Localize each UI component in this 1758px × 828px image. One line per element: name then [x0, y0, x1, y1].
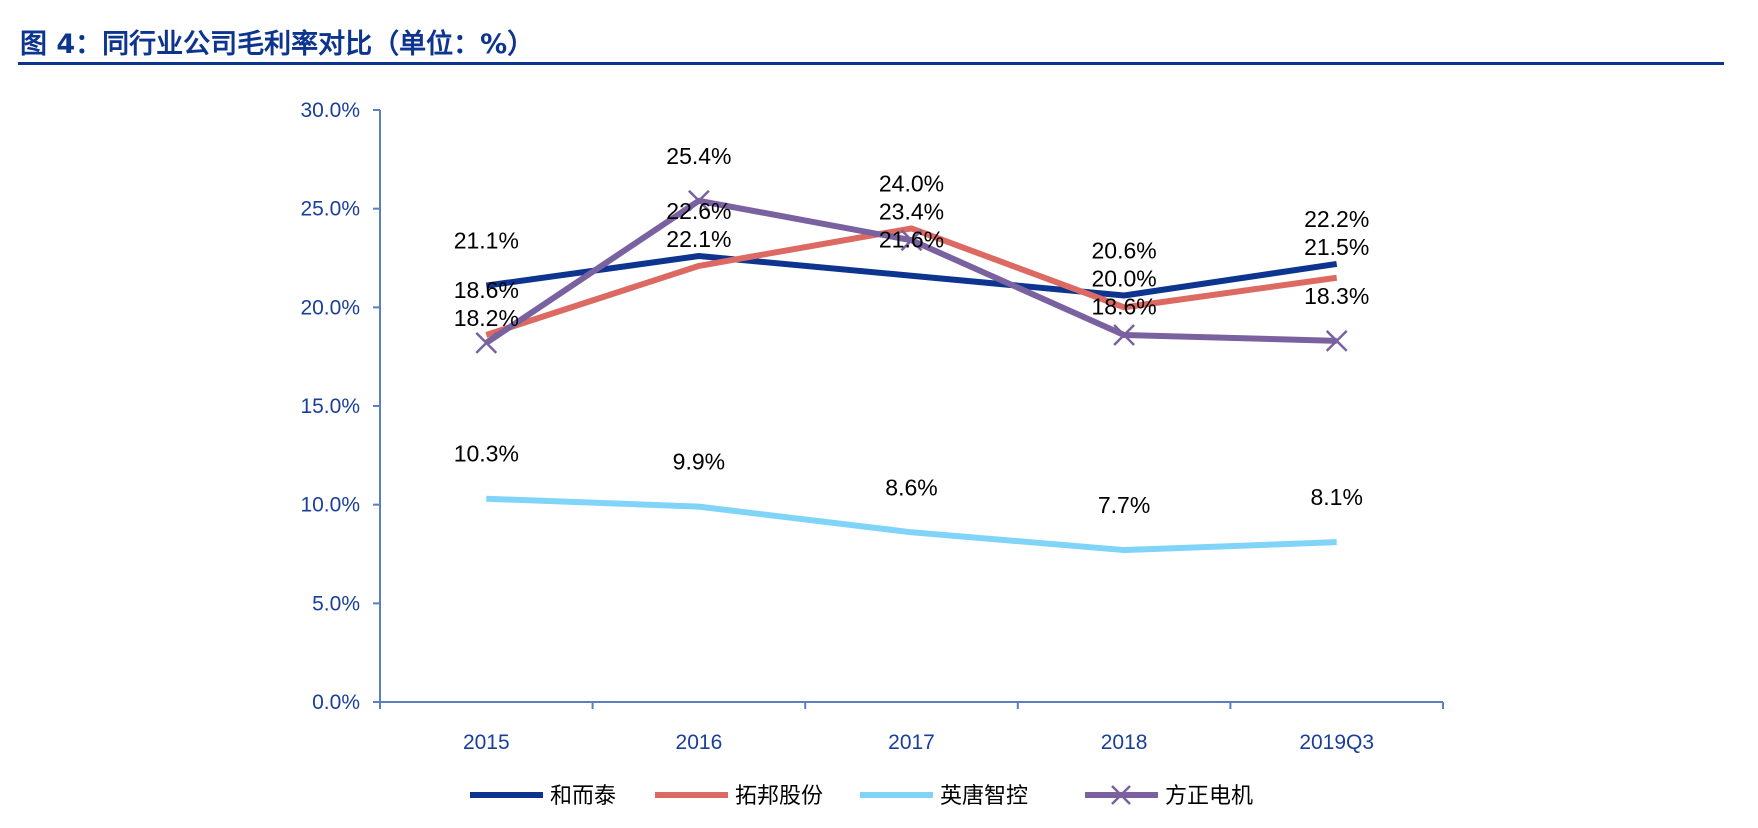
series-line	[486, 495, 1337, 554]
x-tick-label: 2018	[1101, 731, 1148, 754]
legend-label: 英唐智控	[940, 784, 1028, 809]
data-point-x-marker	[1325, 329, 1348, 352]
title-divider	[18, 62, 1724, 65]
series-0	[485, 253, 1338, 299]
data-label: 10.3%	[454, 441, 519, 467]
legend-label: 和而泰	[550, 784, 616, 809]
data-point-x-marker	[475, 331, 498, 354]
y-tick-label: 5.0%	[312, 592, 360, 615]
data-label: 9.9%	[673, 449, 725, 475]
legend-item: 方正电机	[1085, 784, 1253, 809]
series-3	[475, 189, 1348, 354]
data-label: 7.7%	[1098, 492, 1150, 518]
data-point-x-marker	[1113, 324, 1135, 346]
y-tick-label: 10.0%	[300, 494, 360, 517]
data-label: 25.4%	[666, 143, 731, 169]
data-label: 21.6%	[879, 226, 944, 252]
chart-title: 图 4：同行业公司毛利率对比（单位：%）	[20, 29, 535, 60]
data-label: 18.6%	[1091, 293, 1156, 319]
y-tick-label: 25.0%	[300, 198, 360, 221]
data-label: 8.1%	[1310, 484, 1362, 510]
legend-item: 拓邦股份	[655, 784, 823, 809]
legend-label: 方正电机	[1165, 784, 1253, 809]
x-tick-label: 2016	[676, 731, 723, 754]
x-tick-label: 2017	[888, 731, 935, 754]
data-label: 8.6%	[885, 474, 937, 500]
x-tick-label: 2015	[463, 731, 510, 754]
legend-item: 英唐智控	[860, 784, 1028, 809]
data-label: 20.0%	[1091, 265, 1156, 291]
legend-x-marker	[1111, 785, 1131, 805]
data-label: 22.1%	[666, 226, 731, 252]
data-label: 18.2%	[454, 305, 519, 331]
data-point-x-marker	[900, 229, 923, 252]
y-tick-label: 0.0%	[312, 691, 360, 714]
data-label: 21.5%	[1304, 234, 1369, 260]
data-point-x-marker	[688, 189, 710, 212]
legend-label: 拓邦股份	[735, 784, 823, 809]
y-tick-label: 20.0%	[300, 296, 360, 319]
legend-item: 和而泰	[470, 784, 616, 809]
y-tick-label: 15.0%	[300, 395, 360, 418]
data-label: 22.2%	[1304, 206, 1369, 232]
data-label: 21.1%	[454, 228, 519, 254]
data-label: 18.3%	[1304, 283, 1369, 309]
series-1	[485, 225, 1338, 338]
data-label: 24.0%	[879, 170, 944, 196]
data-labels: 21.1% 22.6% 21.6% 20.6% 22.2% 18.6% 22.1% 24.0%…	[454, 143, 1370, 518]
data-label: 18.6%	[454, 277, 519, 303]
series-2	[486, 495, 1337, 554]
y-tick-label: 30.0%	[300, 99, 360, 122]
data-label: 23.4%	[879, 198, 944, 224]
data-label: 22.6%	[666, 198, 731, 224]
data-label: 20.6%	[1091, 237, 1156, 263]
x-tick-label: 2019Q3	[1299, 731, 1374, 754]
